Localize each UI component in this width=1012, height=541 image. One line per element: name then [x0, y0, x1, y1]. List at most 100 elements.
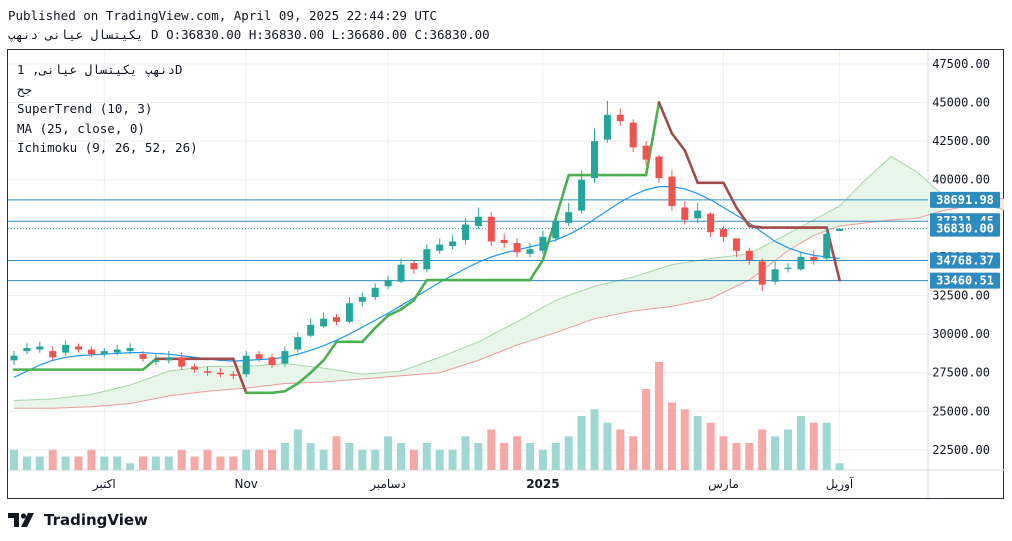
candle-body: [294, 337, 302, 350]
brand-name: TradingView: [44, 511, 148, 529]
legend-ma[interactable]: MA (25, close, 0): [17, 120, 145, 136]
volume-bar: [603, 422, 612, 470]
candle-body: [642, 145, 650, 160]
volume-bar: [655, 362, 663, 470]
legend-supertrend[interactable]: SuperTrend (10, 3): [17, 101, 153, 116]
legend-exchange: جح: [17, 81, 33, 97]
candle: [694, 202, 702, 223]
volume-bar: [732, 443, 741, 470]
candle: [152, 354, 160, 365]
volume-bar: [345, 443, 354, 470]
x-tick-label: مارس: [708, 477, 739, 492]
candle-body: [242, 355, 250, 375]
candle-body: [87, 349, 95, 355]
senkou-span-b: [14, 197, 1004, 409]
supertrend-segment: [322, 340, 338, 362]
candle-body: [707, 213, 715, 233]
candle: [707, 212, 715, 237]
candle-body: [694, 210, 702, 219]
candle: [732, 238, 740, 257]
candle-body: [423, 249, 431, 270]
candle: [204, 366, 211, 376]
candle: [333, 314, 340, 325]
price-line-label-bg: [930, 272, 1000, 289]
candle: [358, 292, 366, 307]
candle-body: [281, 351, 289, 364]
candle: [10, 351, 18, 365]
candle-body: [397, 264, 405, 282]
supertrend-segment: [735, 206, 751, 228]
volume-bar: [706, 422, 715, 470]
legend-ichimoku[interactable]: Ichimoku (9, 26, 52, 26): [17, 140, 198, 155]
volume-bar: [306, 443, 315, 470]
cloud-segment: [91, 385, 131, 407]
candle: [500, 233, 508, 248]
y-tick-label: 27500.00: [932, 366, 990, 380]
candle: [513, 238, 521, 257]
candle: [720, 226, 727, 242]
price-chart[interactable]: 47500.0045000.0042500.0040000.0037500.00…: [8, 50, 1004, 498]
supertrend-segment: [232, 357, 248, 395]
candle: [126, 343, 134, 355]
ichimoku-cloud: [13, 155, 1004, 409]
price-line-label-bg: [930, 252, 1000, 269]
candle-body: [255, 354, 263, 359]
candle-body: [178, 357, 186, 367]
volume-bar: [577, 416, 586, 470]
volume-bar: [822, 422, 831, 470]
cloud-segment: [439, 341, 479, 373]
candle-body: [75, 346, 82, 350]
candle-body: [500, 239, 508, 244]
candle-body: [578, 179, 586, 211]
candle-body: [10, 355, 18, 361]
candle: [436, 238, 444, 254]
legend-symbol[interactable]: دنهپ یکیتسال عیانی, 1D: [17, 62, 183, 77]
candle: [397, 258, 405, 284]
cloud-segment: [594, 276, 634, 319]
supertrend-segment: [644, 101, 661, 177]
cloud-segment: [633, 264, 672, 311]
candle-body: [681, 207, 689, 220]
candle-body: [745, 250, 753, 260]
candle: [371, 283, 379, 301]
price-line-label: 34768.37: [936, 253, 994, 267]
candle-body: [384, 280, 392, 287]
volume-bar: [745, 443, 754, 470]
candle: [229, 371, 237, 379]
candle: [294, 332, 302, 353]
volume-bar: [190, 456, 199, 470]
candle-body: [449, 241, 457, 247]
last-price-label-bg: [930, 220, 1000, 237]
volume-bar: [435, 449, 444, 470]
candle: [668, 170, 676, 211]
volume-bar: [177, 449, 186, 470]
candle-body: [591, 141, 598, 179]
candle-body: [552, 221, 560, 239]
volume-bar: [10, 449, 18, 470]
candle: [255, 351, 263, 362]
candle: [771, 261, 779, 285]
candle-body: [771, 269, 779, 282]
candle-body: [126, 348, 134, 352]
volume-bar: [680, 409, 689, 470]
cloud-segment: [478, 321, 518, 361]
y-tick-label: 30000.00: [932, 327, 990, 341]
candle: [178, 352, 186, 370]
volume-bar: [384, 436, 393, 470]
candle-body: [371, 287, 379, 298]
candle: [49, 346, 57, 361]
candle-body: [268, 357, 276, 365]
volume-bar: [22, 456, 31, 470]
y-tick-label: 40000.00: [932, 173, 990, 187]
tradingview-brand[interactable]: TradingView: [8, 511, 148, 529]
volume-bar: [629, 436, 638, 470]
candle-body: [616, 114, 624, 122]
candle: [552, 215, 560, 242]
y-tick-label: 47500.00: [932, 57, 990, 71]
candle: [242, 351, 250, 378]
candle-body: [229, 374, 237, 376]
candle: [591, 128, 598, 183]
volume-bar: [371, 449, 380, 470]
candle-body: [62, 344, 70, 353]
candle-body: [823, 233, 831, 259]
